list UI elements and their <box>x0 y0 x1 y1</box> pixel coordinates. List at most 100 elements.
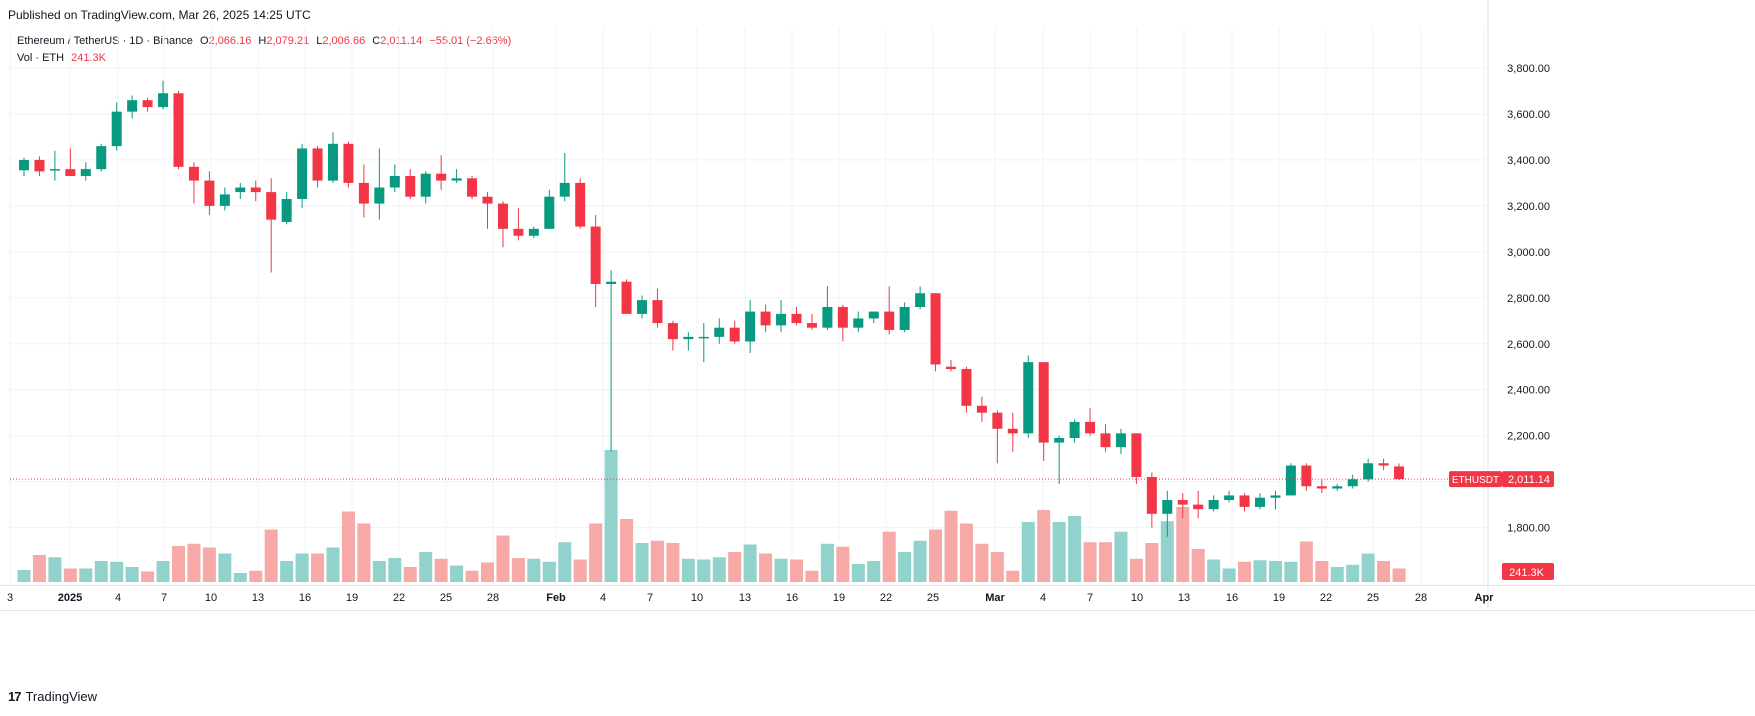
candle-body <box>297 148 308 199</box>
candle <box>374 148 385 220</box>
volume-bar <box>172 546 185 582</box>
time-tick-label: 16 <box>299 592 311 604</box>
candle <box>1332 483 1343 491</box>
candle-body <box>1023 362 1034 434</box>
candle-body <box>188 166 199 181</box>
candle <box>806 313 817 330</box>
candle-body <box>173 93 184 167</box>
time-tick-label: 4 <box>600 592 606 604</box>
candle <box>188 162 199 204</box>
candle-body <box>142 100 153 108</box>
candle-body <box>528 228 539 236</box>
price-tick-label: 1,800.00 <box>1507 523 1550 535</box>
candle <box>281 192 292 225</box>
candle <box>1162 490 1173 537</box>
candle-body <box>544 196 555 229</box>
volume-bar <box>341 511 355 582</box>
volume-bar <box>1315 561 1329 582</box>
volume-value: 241.3K <box>71 52 107 64</box>
volume-bar <box>774 558 788 582</box>
candle <box>80 162 91 181</box>
volume-bar <box>1083 542 1097 582</box>
volume-bar <box>1145 543 1159 582</box>
candle-body <box>946 366 956 370</box>
volume-bar <box>295 553 309 582</box>
candle <box>698 323 709 363</box>
volume-bar <box>1114 531 1128 582</box>
candle-body <box>1100 433 1111 448</box>
candle <box>482 192 493 229</box>
candle <box>1177 493 1188 519</box>
tradingview-brand[interactable]: 17 TradingView <box>8 689 97 704</box>
candle-body <box>1301 465 1312 487</box>
candle <box>451 169 462 183</box>
candle-body <box>590 226 601 285</box>
volume-bar <box>1238 561 1252 582</box>
volume-bar <box>975 543 989 582</box>
volume-bar <box>527 558 541 582</box>
candle <box>1085 408 1096 436</box>
time-tick-label: 25 <box>927 592 939 604</box>
candle-body <box>1007 428 1018 434</box>
time-tick-label: 10 <box>1131 592 1143 604</box>
candle <box>1394 463 1405 481</box>
time-tick-label: 3 <box>7 592 13 604</box>
volume-bar <box>1346 564 1360 582</box>
price-tick-label: 2,600.00 <box>1507 339 1550 351</box>
candle-body <box>776 313 787 326</box>
volume-bar <box>867 561 881 582</box>
grid-lines <box>9 28 1488 585</box>
candle-body <box>250 187 261 193</box>
candle <box>1054 435 1065 484</box>
volume-bar <box>1392 568 1406 582</box>
candle <box>884 286 895 335</box>
price-tick-label: 2,800.00 <box>1507 293 1550 305</box>
volume-bar <box>357 523 371 582</box>
volume-bar <box>496 535 510 582</box>
candle-body <box>884 311 895 330</box>
candle-body <box>976 405 987 413</box>
time-tick-label: 7 <box>1087 592 1093 604</box>
volume-label[interactable]: Vol · ETH <box>17 52 65 64</box>
candle-body <box>992 412 1003 429</box>
volume-bar <box>898 552 912 582</box>
candle <box>467 176 478 199</box>
time-tick-label: Mar <box>985 592 1005 604</box>
time-tick-label: 22 <box>880 592 892 604</box>
price-tick-label: 3,800.00 <box>1507 63 1550 75</box>
volume-bar <box>1284 561 1298 582</box>
candle <box>544 189 555 229</box>
candle-body <box>698 336 709 339</box>
candle-body <box>49 169 60 171</box>
candle <box>127 95 138 119</box>
candle <box>497 201 508 248</box>
volume-bar <box>944 510 958 582</box>
candle-body <box>806 323 817 328</box>
close-value: 2,011.14 <box>380 35 423 47</box>
candle-body <box>1177 500 1188 505</box>
time-tick-label: 16 <box>1226 592 1238 604</box>
candle-body <box>65 169 76 177</box>
time-tick-label: 13 <box>252 592 264 604</box>
volume-bar <box>110 561 124 582</box>
time-tick-label: 19 <box>1273 592 1285 604</box>
candle-body <box>34 159 45 172</box>
volume-bar <box>48 557 62 582</box>
candle-body <box>1069 421 1080 438</box>
volume-bar <box>264 529 278 582</box>
candle <box>1301 463 1312 491</box>
volume-bar <box>666 543 680 582</box>
candle-body <box>127 100 138 112</box>
symbol-name[interactable]: Ethereum / TetherUS · 1D · Binance <box>17 35 193 47</box>
candle <box>142 97 153 112</box>
volume-badge-bg <box>1502 563 1554 580</box>
volume-bar <box>17 570 31 582</box>
candle <box>1224 490 1235 503</box>
candle <box>1100 424 1111 452</box>
candle-body <box>899 306 910 330</box>
candle-body <box>80 169 91 177</box>
candle-body <box>158 93 169 108</box>
candle <box>266 178 277 273</box>
volume-bar <box>1176 507 1190 582</box>
